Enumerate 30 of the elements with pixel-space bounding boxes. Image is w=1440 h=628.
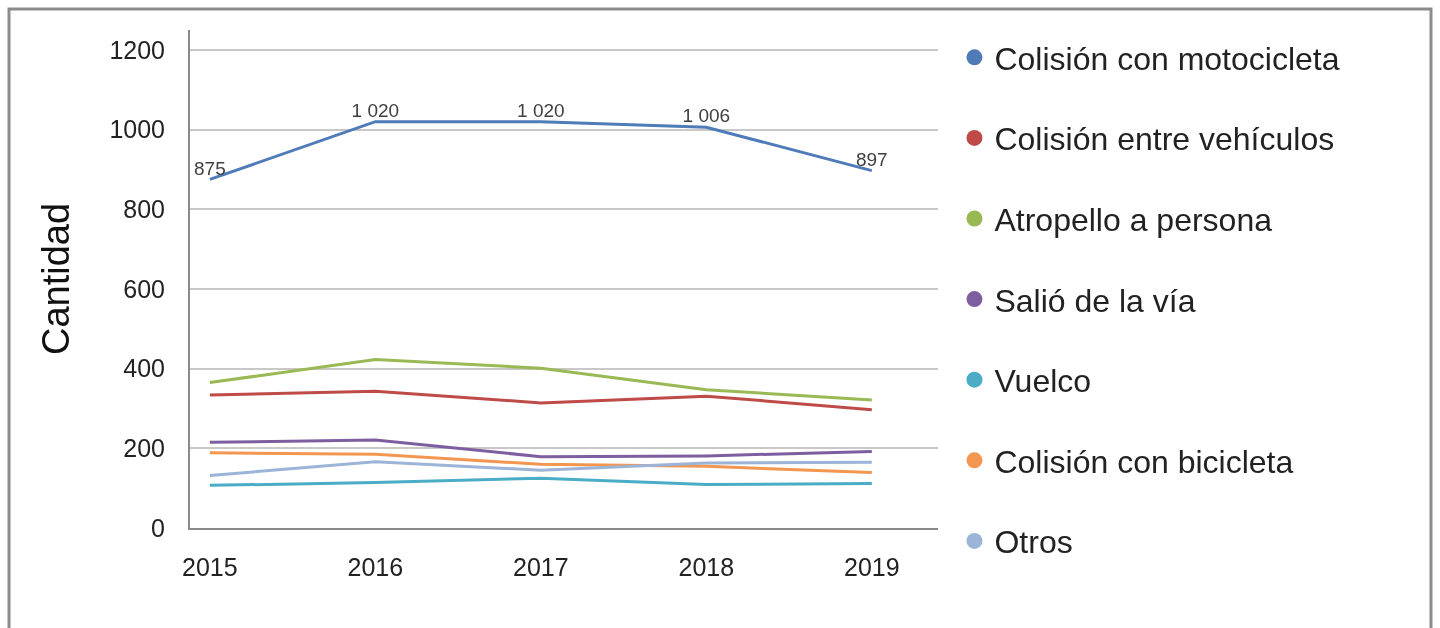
x-tick-label: 2019 <box>844 553 900 581</box>
y-tick-label: 0 <box>151 513 165 542</box>
x-tick-label: 2015 <box>182 553 238 581</box>
legend-label: Colisión con motocicleta <box>994 40 1340 77</box>
data-label: 897 <box>855 148 888 170</box>
y-axis-title: Cantidad <box>35 202 78 356</box>
legend-label: Colisión entre vehículos <box>994 121 1335 158</box>
y-tick-label: 200 <box>123 434 165 463</box>
line-series <box>208 438 874 459</box>
data-label: 1 020 <box>351 99 400 121</box>
y-tick-label: 1000 <box>109 115 165 144</box>
legend-label: Colisión con bicicleta <box>994 443 1294 480</box>
data-label: 1 020 <box>517 99 565 121</box>
x-tick-label: 2016 <box>347 553 404 581</box>
legend-label: Otros <box>994 524 1073 561</box>
y-tick-label: 800 <box>123 195 165 224</box>
legend-label: Salió de la vía <box>994 282 1196 319</box>
data-label: 1 006 <box>682 105 731 127</box>
y-tick-label: 400 <box>123 354 165 383</box>
x-tick-label: 2017 <box>513 553 569 581</box>
line-series <box>208 476 874 487</box>
data-label: 875 <box>194 157 226 179</box>
y-tick-label: 600 <box>123 274 165 303</box>
line-series <box>208 357 874 402</box>
x-tick-label: 2018 <box>678 553 735 581</box>
line-series <box>208 460 874 477</box>
legend-label: Vuelco <box>994 363 1092 400</box>
line-series <box>208 389 874 412</box>
legend-label: Atropello a persona <box>994 201 1273 238</box>
y-tick-label: 1200 <box>109 35 165 64</box>
